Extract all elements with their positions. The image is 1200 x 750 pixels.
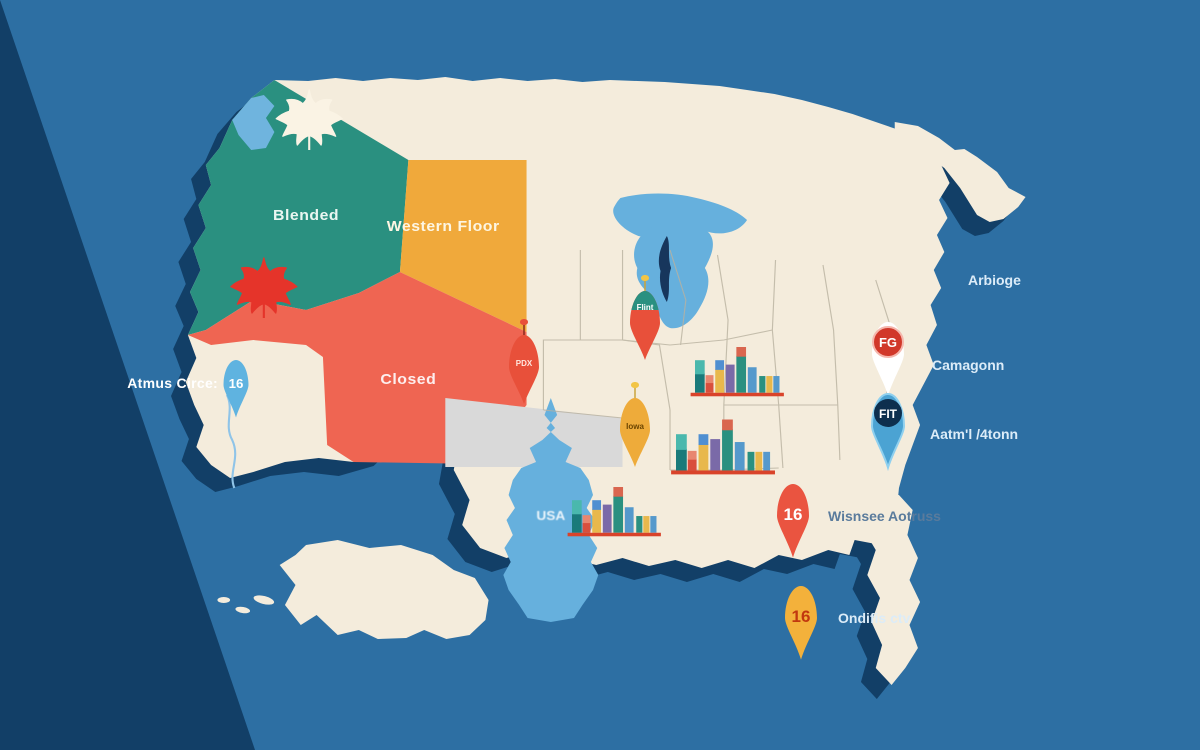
- svg-text:Camagonn: Camagonn: [932, 357, 1004, 373]
- svg-text:Blended: Blended: [273, 207, 339, 224]
- svg-text:Closed: Closed: [380, 371, 436, 388]
- svg-text:Western Floor: Western Floor: [387, 218, 500, 235]
- svg-text:Ondifis ctv: Ondifis ctv: [838, 610, 911, 626]
- svg-text:FG: FG: [879, 335, 897, 350]
- svg-text:16: 16: [792, 607, 811, 626]
- svg-text:FIT: FIT: [879, 407, 898, 421]
- svg-text:Flint: Flint: [637, 303, 654, 312]
- svg-text:USA: USA: [536, 508, 565, 523]
- svg-text:PDX: PDX: [516, 359, 533, 368]
- svg-text:Wisnsee Aotruss: Wisnsee Aotruss: [828, 508, 941, 524]
- svg-text:Aatm'l /4tonn: Aatm'l /4tonn: [930, 426, 1018, 442]
- svg-text:16: 16: [229, 376, 244, 391]
- svg-text:Atmus Circe:: Atmus Circe:: [127, 375, 218, 391]
- svg-text:Arbioge: Arbioge: [968, 272, 1021, 288]
- svg-text:16: 16: [784, 505, 803, 524]
- svg-text:Iowa: Iowa: [626, 422, 644, 431]
